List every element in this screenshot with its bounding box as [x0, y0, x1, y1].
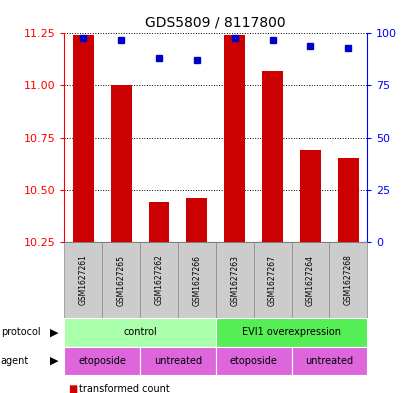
Text: ■: ■ [68, 384, 78, 393]
Text: GSM1627264: GSM1627264 [306, 255, 315, 305]
Text: protocol: protocol [1, 327, 40, 338]
Text: etoposide: etoposide [78, 356, 126, 366]
Text: control: control [123, 327, 157, 338]
Text: GSM1627266: GSM1627266 [193, 255, 201, 305]
Text: ▶: ▶ [50, 356, 58, 366]
Text: GSM1627265: GSM1627265 [117, 255, 126, 305]
Text: ▶: ▶ [50, 327, 58, 338]
Bar [111, 85, 132, 242]
Bar [338, 158, 359, 242]
Bar [186, 198, 207, 242]
Text: GSM1627267: GSM1627267 [268, 255, 277, 305]
Title: GDS5809 / 8117800: GDS5809 / 8117800 [146, 15, 286, 29]
Bar [225, 35, 245, 242]
Bar [300, 150, 321, 242]
Text: GSM1627263: GSM1627263 [230, 255, 239, 305]
Text: untreated: untreated [154, 356, 202, 366]
Text: GSM1627261: GSM1627261 [79, 255, 88, 305]
Bar [262, 71, 283, 242]
Text: GSM1627262: GSM1627262 [154, 255, 164, 305]
Text: GSM1627268: GSM1627268 [344, 255, 353, 305]
Text: untreated: untreated [305, 356, 354, 366]
Bar [73, 35, 94, 242]
Text: etoposide: etoposide [230, 356, 278, 366]
Text: transformed count: transformed count [79, 384, 170, 393]
Bar [149, 202, 169, 242]
Text: EVI1 overexpression: EVI1 overexpression [242, 327, 341, 338]
Text: agent: agent [1, 356, 29, 366]
